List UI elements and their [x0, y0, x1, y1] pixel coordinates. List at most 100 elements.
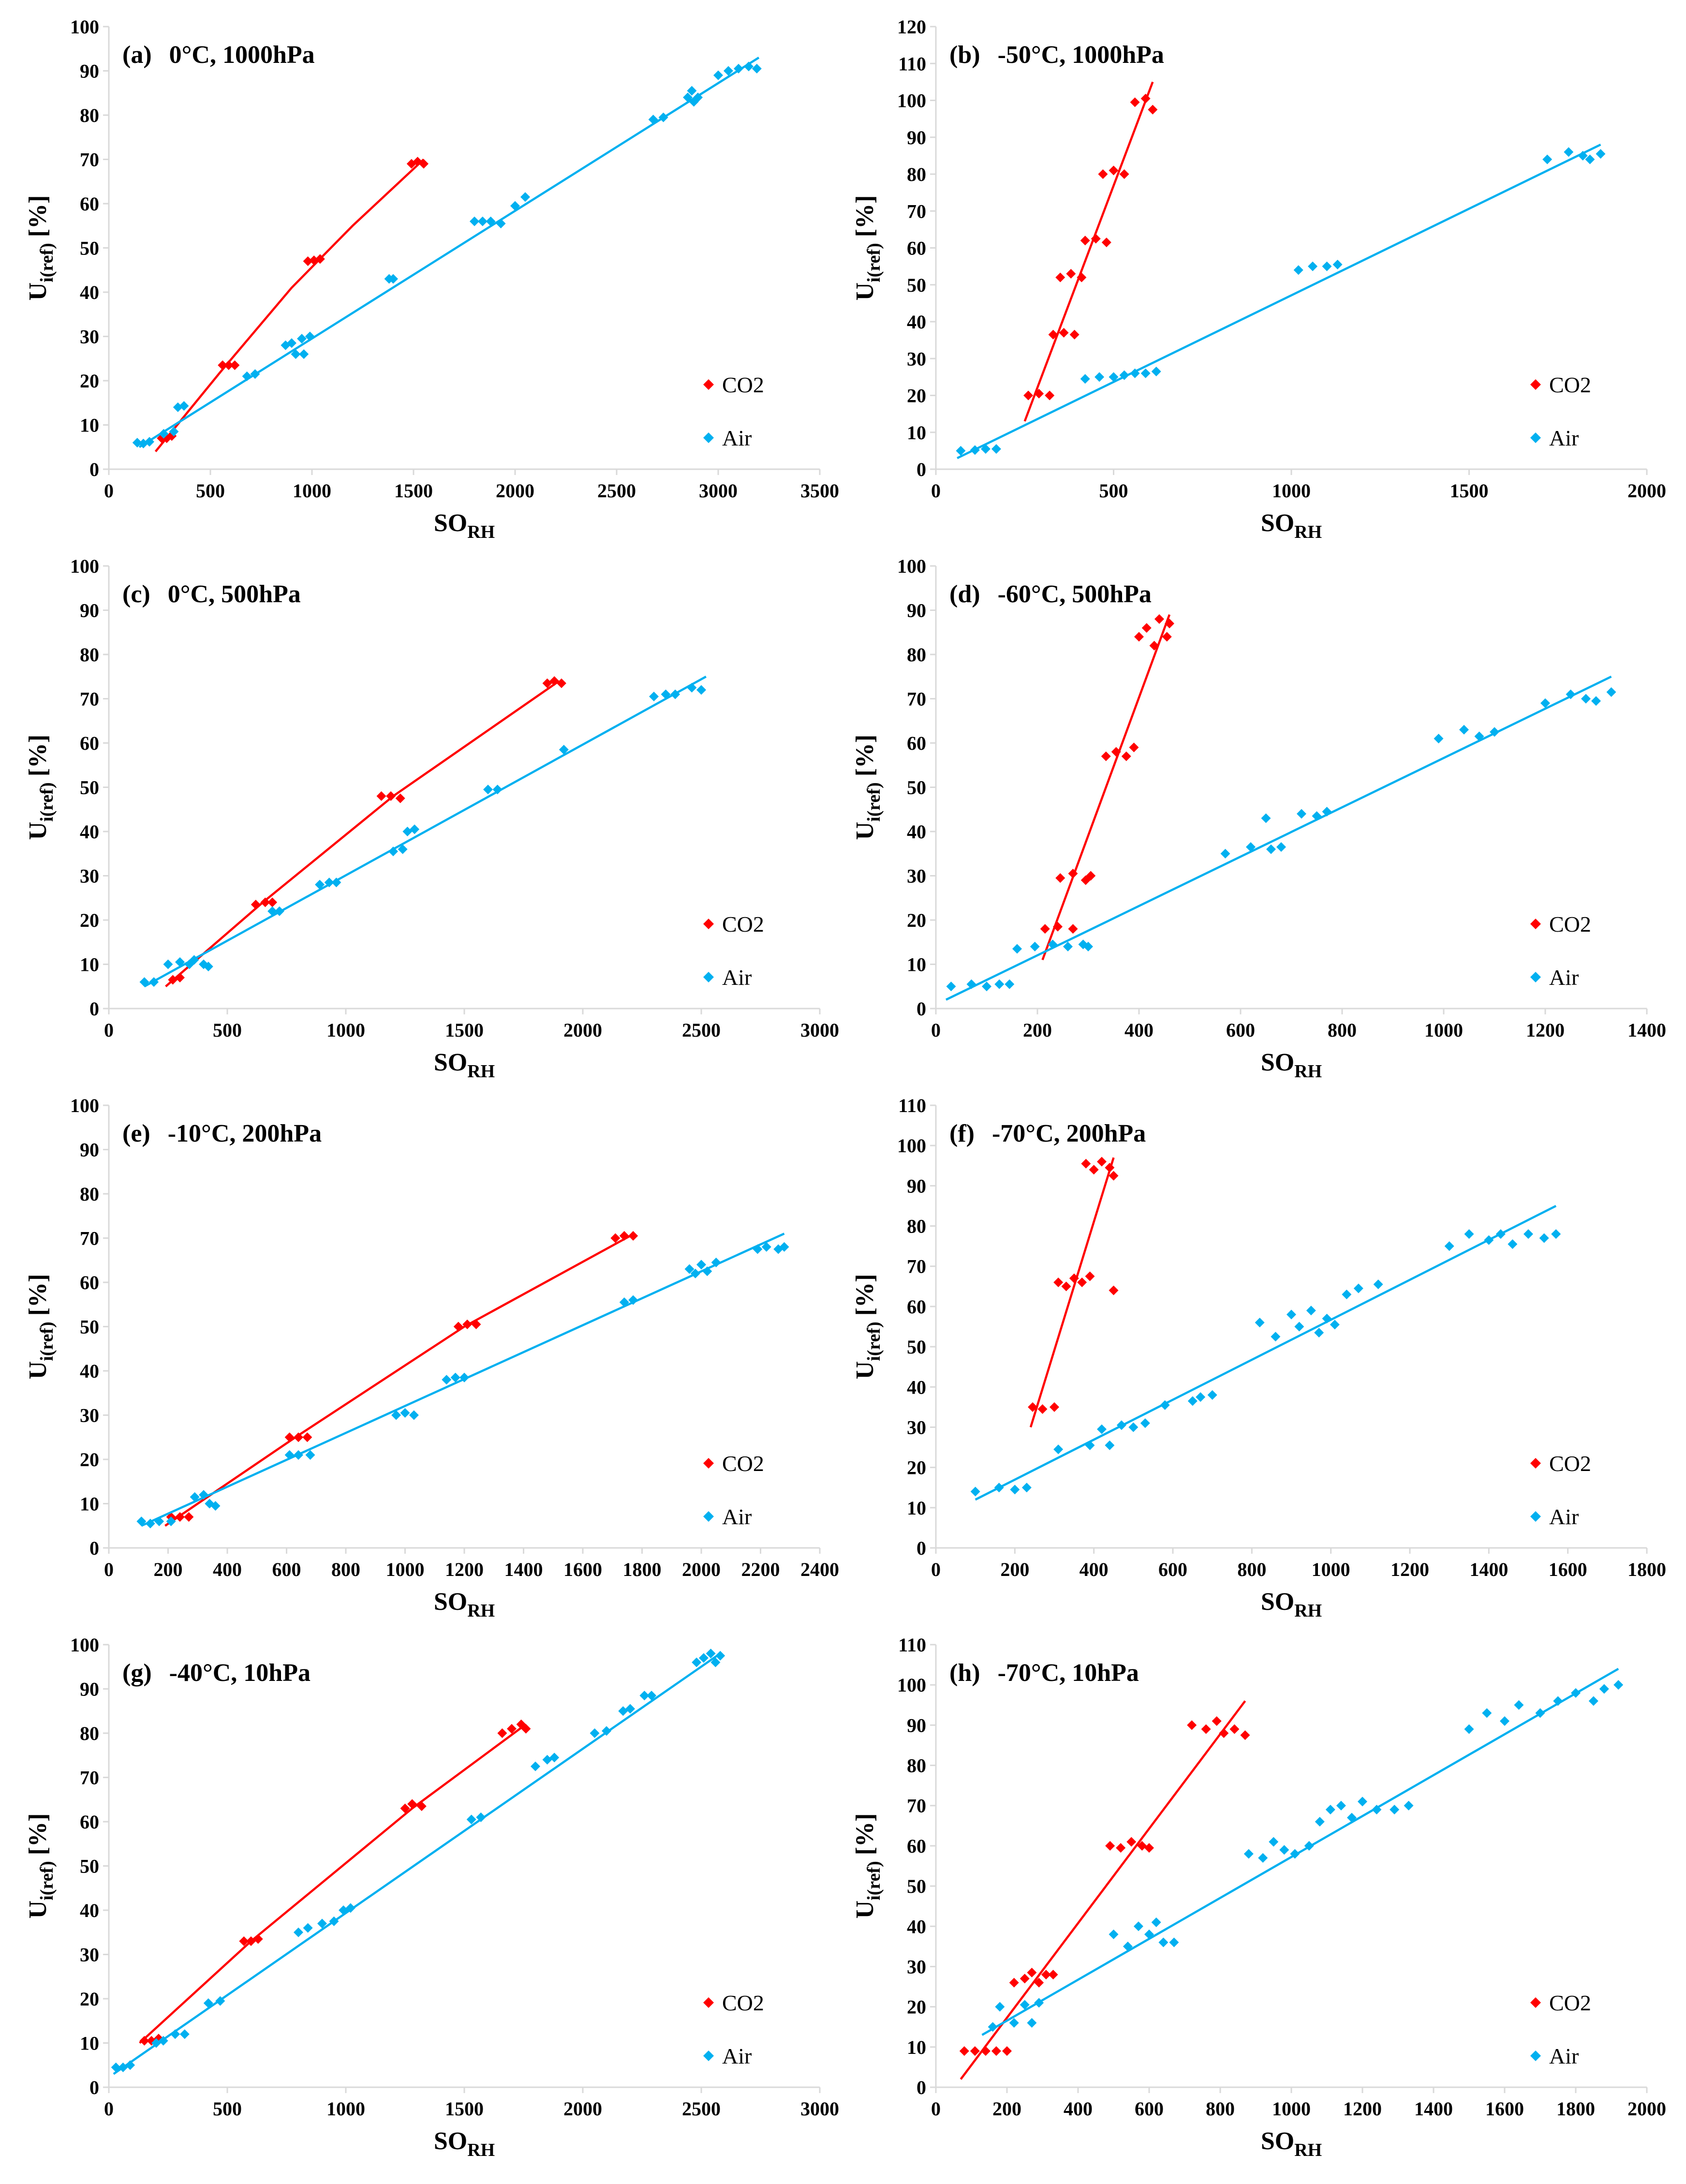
data-point-air — [744, 61, 754, 72]
legend-marker-co2 — [703, 919, 714, 929]
data-point-air — [145, 437, 154, 447]
x-axis-title: SORH — [1261, 2127, 1322, 2160]
x-axis-title-sub: RH — [467, 1061, 495, 1082]
data-point-air — [476, 1812, 486, 1822]
data-point-air — [689, 97, 699, 107]
data-point-air — [752, 63, 762, 74]
data-point-co2 — [959, 2046, 969, 2056]
y-tick-label: 10 — [80, 2033, 99, 2054]
x-axis-title: SORH — [434, 1588, 495, 1621]
data-point-air — [324, 877, 334, 888]
data-point-air — [520, 192, 530, 202]
x-tick-label: 0 — [931, 2098, 941, 2120]
data-point-air — [398, 844, 408, 854]
y-tick-label: 10 — [80, 415, 99, 436]
data-point-air — [1010, 1485, 1020, 1495]
data-point-co2 — [175, 1512, 185, 1522]
data-point-air — [1085, 1440, 1095, 1450]
x-axis-title-sub: RH — [1294, 1061, 1322, 1082]
fit-line-air — [946, 675, 1612, 1001]
y-tick-label: 20 — [80, 909, 99, 931]
x-tick-label: 200 — [992, 2098, 1021, 2120]
y-tick-label: 100 — [70, 1634, 99, 1656]
data-point-air — [118, 2062, 128, 2072]
y-axis-title-sub: i(ref) — [37, 1322, 57, 1361]
x-tick-label: 1400 — [504, 1559, 543, 1580]
legend-label-co2: CO2 — [722, 372, 764, 397]
data-point-air — [1482, 1708, 1492, 1718]
data-point-air — [483, 785, 493, 795]
y-tick-label: 30 — [907, 348, 926, 370]
data-point-co2 — [1050, 1402, 1059, 1412]
x-tick-label: 1000 — [1272, 2098, 1311, 2120]
data-point-co2 — [970, 2046, 980, 2056]
x-tick-label: 600 — [1135, 2098, 1164, 2120]
fit-line-co2 — [960, 1700, 1246, 2080]
data-point-air — [402, 827, 413, 836]
series-co2 — [139, 1719, 531, 2046]
data-point-air — [267, 906, 278, 916]
y-tick-label: 30 — [80, 1405, 99, 1426]
data-point-air — [1027, 2018, 1037, 2028]
y-tick-label: 60 — [80, 1272, 99, 1293]
data-point-air — [287, 338, 296, 348]
data-point-air — [670, 689, 680, 699]
data-point-air — [779, 1242, 789, 1252]
data-point-co2 — [230, 360, 240, 370]
data-point-air — [1304, 1841, 1314, 1851]
data-point-co2 — [1048, 1970, 1058, 1980]
data-point-air — [1581, 694, 1591, 704]
data-point-air — [459, 1372, 469, 1382]
y-tick-label: 0 — [89, 2077, 99, 2098]
y-axis-title-main: U — [24, 1361, 52, 1380]
data-point-air — [966, 979, 976, 989]
legend-label-air: Air — [1549, 426, 1579, 450]
x-tick-label: 2200 — [741, 1559, 780, 1580]
data-point-air — [1464, 1724, 1474, 1734]
y-tick-label: 70 — [80, 1767, 99, 1789]
data-point-air — [690, 1268, 700, 1278]
data-point-co2 — [1077, 272, 1087, 282]
data-point-air — [1578, 150, 1588, 161]
y-axis-title-unit: [%] — [24, 195, 52, 238]
y-tick-label: 10 — [80, 1493, 99, 1515]
y-axis-title-main: U — [24, 822, 52, 840]
x-axis-title-main: SO — [1261, 2127, 1294, 2155]
y-axis-title-sub: i(ref) — [864, 1861, 884, 1901]
data-point-air — [1220, 848, 1230, 859]
y-tick-label: 20 — [80, 370, 99, 392]
data-point-co2 — [1229, 1724, 1240, 1734]
data-point-air — [1553, 1696, 1563, 1706]
data-point-co2 — [175, 972, 185, 982]
data-point-air — [210, 1501, 221, 1511]
data-point-air — [753, 1244, 763, 1254]
y-tick-label: 40 — [907, 311, 926, 333]
x-tick-label: 400 — [213, 1559, 242, 1580]
fit-line-co2 — [165, 680, 560, 987]
fit-line-air — [113, 1652, 721, 2075]
x-tick-label: 0 — [104, 1019, 114, 1041]
data-point-co2 — [407, 1799, 417, 1809]
data-point-co2 — [1085, 1271, 1095, 1281]
y-tick-label: 60 — [80, 732, 99, 754]
y-tick-label: 50 — [907, 1336, 926, 1358]
panel-condition: -70°C, 10hPa — [998, 1659, 1139, 1687]
data-point-co2 — [1045, 390, 1055, 401]
legend-label-air: Air — [722, 1504, 752, 1529]
data-point-air — [274, 906, 284, 916]
x-tick-label: 1800 — [1627, 1559, 1666, 1580]
y-axis-title-main: U — [851, 1361, 879, 1380]
x-tick-label: 1800 — [1556, 2098, 1595, 2120]
data-point-air — [1005, 979, 1015, 989]
data-point-air — [1459, 725, 1469, 735]
data-point-air — [1358, 1797, 1367, 1807]
data-point-air — [692, 1657, 702, 1667]
data-point-air — [510, 201, 520, 211]
data-point-air — [1128, 1422, 1139, 1432]
data-point-co2 — [542, 678, 552, 688]
data-point-air — [706, 1649, 716, 1659]
y-axis-title-unit: [%] — [851, 1813, 879, 1856]
data-point-air — [1048, 939, 1058, 950]
fit-line-air — [957, 143, 1601, 460]
data-point-air — [687, 86, 697, 96]
